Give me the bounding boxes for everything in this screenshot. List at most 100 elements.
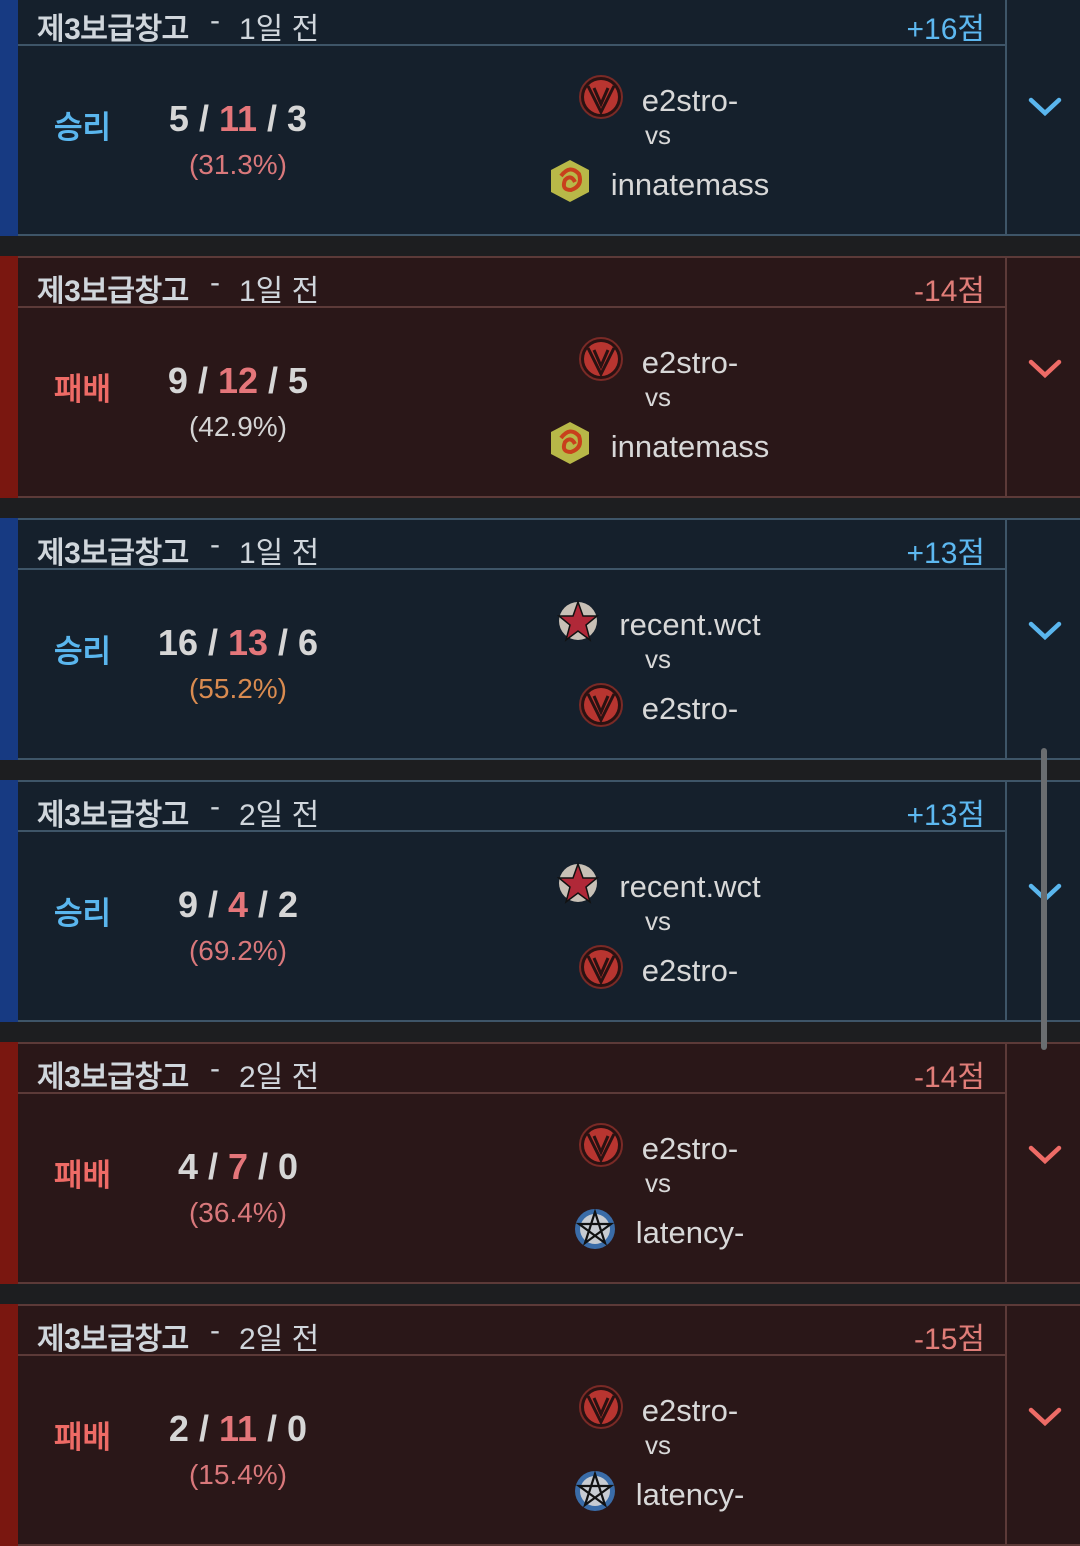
time-ago: 1일 전: [239, 13, 320, 46]
expand-button[interactable]: [1005, 0, 1080, 236]
lp-change: -14점: [914, 275, 985, 308]
lp-change: -14점: [914, 1061, 985, 1094]
pentagram-emblem-icon: [572, 1206, 618, 1260]
vs-label: vs: [645, 644, 671, 674]
player-name: e2stro-: [641, 83, 739, 118]
vs-label: vs: [645, 1168, 671, 1198]
player-1[interactable]: e2stro-: [458, 1122, 858, 1176]
time-ago: 2일 전: [239, 1323, 320, 1356]
chevron-down-icon: [1028, 621, 1062, 641]
player-1[interactable]: recent.wct: [458, 598, 858, 652]
separator: -: [210, 266, 220, 299]
dragon-emblem-icon: [547, 158, 593, 212]
match-summary: 제3보급창고 - 1일 전 +16점 승리 5 / 11 / 3 (31.3%)…: [18, 0, 1005, 236]
result-label: 패배: [54, 1158, 112, 1193]
outcome-accent-bar: [0, 1042, 18, 1284]
lp-change: +13점: [906, 537, 986, 570]
player-name: e2stro-: [641, 345, 739, 380]
player-2[interactable]: latency-: [458, 1468, 858, 1522]
star-emblem-icon: [555, 860, 601, 914]
lp-change: +13점: [906, 799, 986, 832]
game-mode: 제3보급창고: [37, 799, 189, 832]
player-name: innatemass: [610, 167, 770, 202]
match-header: 제3보급창고 - 1일 전 -14점: [18, 256, 1005, 308]
match-card[interactable]: 제3보급창고 - 1일 전 +16점 승리 5 / 11 / 3 (31.3%)…: [0, 0, 1080, 236]
kill-participation: (55.2%): [188, 673, 288, 704]
match-header: 제3보급창고 - 2일 전 +13점: [18, 780, 1005, 832]
kda: 9 / 4 / 2: [177, 884, 299, 925]
separator: -: [210, 528, 220, 561]
match-header: 제3보급창고 - 1일 전 +16점: [18, 0, 1005, 46]
kill-participation: (36.4%): [188, 1197, 288, 1228]
kills: 2: [168, 1408, 189, 1449]
assists: 0: [278, 1146, 299, 1187]
deaths: 7: [227, 1146, 249, 1187]
separator: -: [210, 1314, 220, 1347]
chevron-down-icon: [1028, 97, 1062, 117]
time-ago: 2일 전: [239, 799, 320, 832]
chevron-down-icon: [1028, 1145, 1062, 1165]
v-emblem-icon: [578, 944, 624, 998]
player-2[interactable]: e2stro-: [458, 944, 858, 998]
kills: 5: [168, 98, 189, 139]
match-card[interactable]: 제3보급창고 - 1일 전 +13점 승리 16 / 13 / 6 (55.2%…: [0, 518, 1080, 760]
player-2[interactable]: latency-: [458, 1206, 858, 1260]
match-summary: 제3보급창고 - 2일 전 -15점 패배 2 / 11 / 0 (15.4%)…: [18, 1304, 1005, 1546]
player-1[interactable]: e2stro-: [458, 1384, 858, 1438]
outcome-accent-bar: [0, 0, 18, 236]
outcome-accent-bar: [0, 518, 18, 760]
outcome-accent-bar: [0, 780, 18, 1022]
game-mode: 제3보급창고: [37, 1323, 189, 1356]
deaths: 4: [227, 884, 249, 925]
player-name: latency-: [635, 1215, 745, 1250]
player-name: innatemass: [610, 429, 770, 464]
player-name: latency-: [635, 1477, 745, 1512]
chevron-down-icon: [1028, 1407, 1062, 1427]
player-1[interactable]: e2stro-: [458, 336, 858, 390]
result-label: 패배: [54, 1420, 112, 1455]
player-1[interactable]: e2stro-: [458, 74, 858, 128]
v-emblem-icon: [578, 1122, 624, 1176]
expand-button[interactable]: [1005, 1042, 1080, 1284]
kill-participation: (31.3%): [188, 149, 288, 180]
pentagram-emblem-icon: [572, 1468, 618, 1522]
lp-change: +16점: [906, 13, 986, 46]
assists: 2: [278, 884, 299, 925]
kills: 16: [157, 622, 198, 663]
scrollbar[interactable]: [1041, 748, 1047, 1050]
player-1[interactable]: recent.wct: [458, 860, 858, 914]
game-mode: 제3보급창고: [37, 275, 189, 308]
kda: 5 / 11 / 3: [168, 98, 308, 139]
player-name: e2stro-: [641, 691, 739, 726]
expand-button[interactable]: [1005, 1304, 1080, 1546]
time-ago: 1일 전: [239, 537, 320, 570]
kills: 9: [167, 360, 188, 401]
game-mode: 제3보급창고: [37, 1061, 189, 1094]
expand-button[interactable]: [1005, 518, 1080, 760]
player-name: recent.wct: [619, 607, 761, 642]
player-2[interactable]: e2stro-: [458, 682, 858, 736]
match-card[interactable]: 제3보급창고 - 2일 전 -15점 패배 2 / 11 / 0 (15.4%)…: [0, 1304, 1080, 1546]
match-header: 제3보급창고 - 2일 전 -14점: [18, 1042, 1005, 1094]
result-label: 패배: [54, 372, 112, 407]
outcome-accent-bar: [0, 256, 18, 498]
result-label: 승리: [54, 896, 112, 931]
match-card[interactable]: 제3보급창고 - 2일 전 -14점 패배 4 / 7 / 0 (36.4%) …: [0, 1042, 1080, 1284]
vs-label: vs: [645, 906, 671, 936]
assists: 5: [288, 360, 309, 401]
dragon-emblem-icon: [547, 420, 593, 474]
v-emblem-icon: [578, 1384, 624, 1438]
assists: 6: [298, 622, 319, 663]
player-2[interactable]: innatemass: [458, 420, 858, 474]
expand-button[interactable]: [1005, 256, 1080, 498]
separator: -: [210, 790, 220, 823]
match-summary: 제3보급창고 - 1일 전 +13점 승리 16 / 13 / 6 (55.2%…: [18, 518, 1005, 760]
vs-label: vs: [645, 1430, 671, 1460]
player-2[interactable]: innatemass: [458, 158, 858, 212]
vs-label: vs: [645, 382, 671, 412]
match-card[interactable]: 제3보급창고 - 1일 전 -14점 패배 9 / 12 / 5 (42.9%)…: [0, 256, 1080, 498]
match-card[interactable]: 제3보급창고 - 2일 전 +13점 승리 9 / 4 / 2 (69.2%) …: [0, 780, 1080, 1022]
game-mode: 제3보급창고: [37, 537, 189, 570]
kda: 2 / 11 / 0: [168, 1408, 308, 1449]
kill-participation: (69.2%): [188, 935, 288, 966]
